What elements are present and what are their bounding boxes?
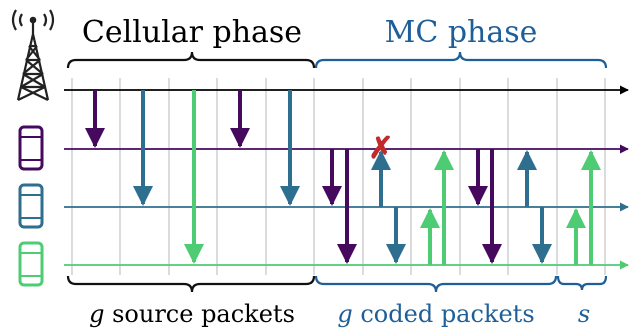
s-packets-brace	[556, 275, 608, 291]
cell-tower-icon	[11, 9, 55, 101]
smartphone-icon	[18, 241, 44, 287]
source-packets-brace	[66, 275, 316, 293]
cellular-phase-label: Cellular phase	[82, 15, 302, 50]
source-packets-label: g source packets	[89, 300, 295, 328]
cellular-phase-brace	[66, 51, 316, 69]
smartphone-icon	[18, 125, 44, 171]
time-slot-gridlines	[71, 78, 606, 275]
packet-lost-x-icon: ✗	[368, 131, 393, 166]
smartphone-icon	[18, 183, 44, 229]
mc-phase-label: MC phase	[385, 15, 538, 50]
s-packets-label: s	[578, 300, 590, 328]
coded-packet-arrows	[322, 149, 601, 265]
source-packet-arrows	[85, 90, 300, 264]
coded-packets-brace	[314, 275, 558, 293]
coded-packets-label: g coded packets	[337, 300, 534, 328]
mc-phase-brace	[314, 51, 608, 69]
